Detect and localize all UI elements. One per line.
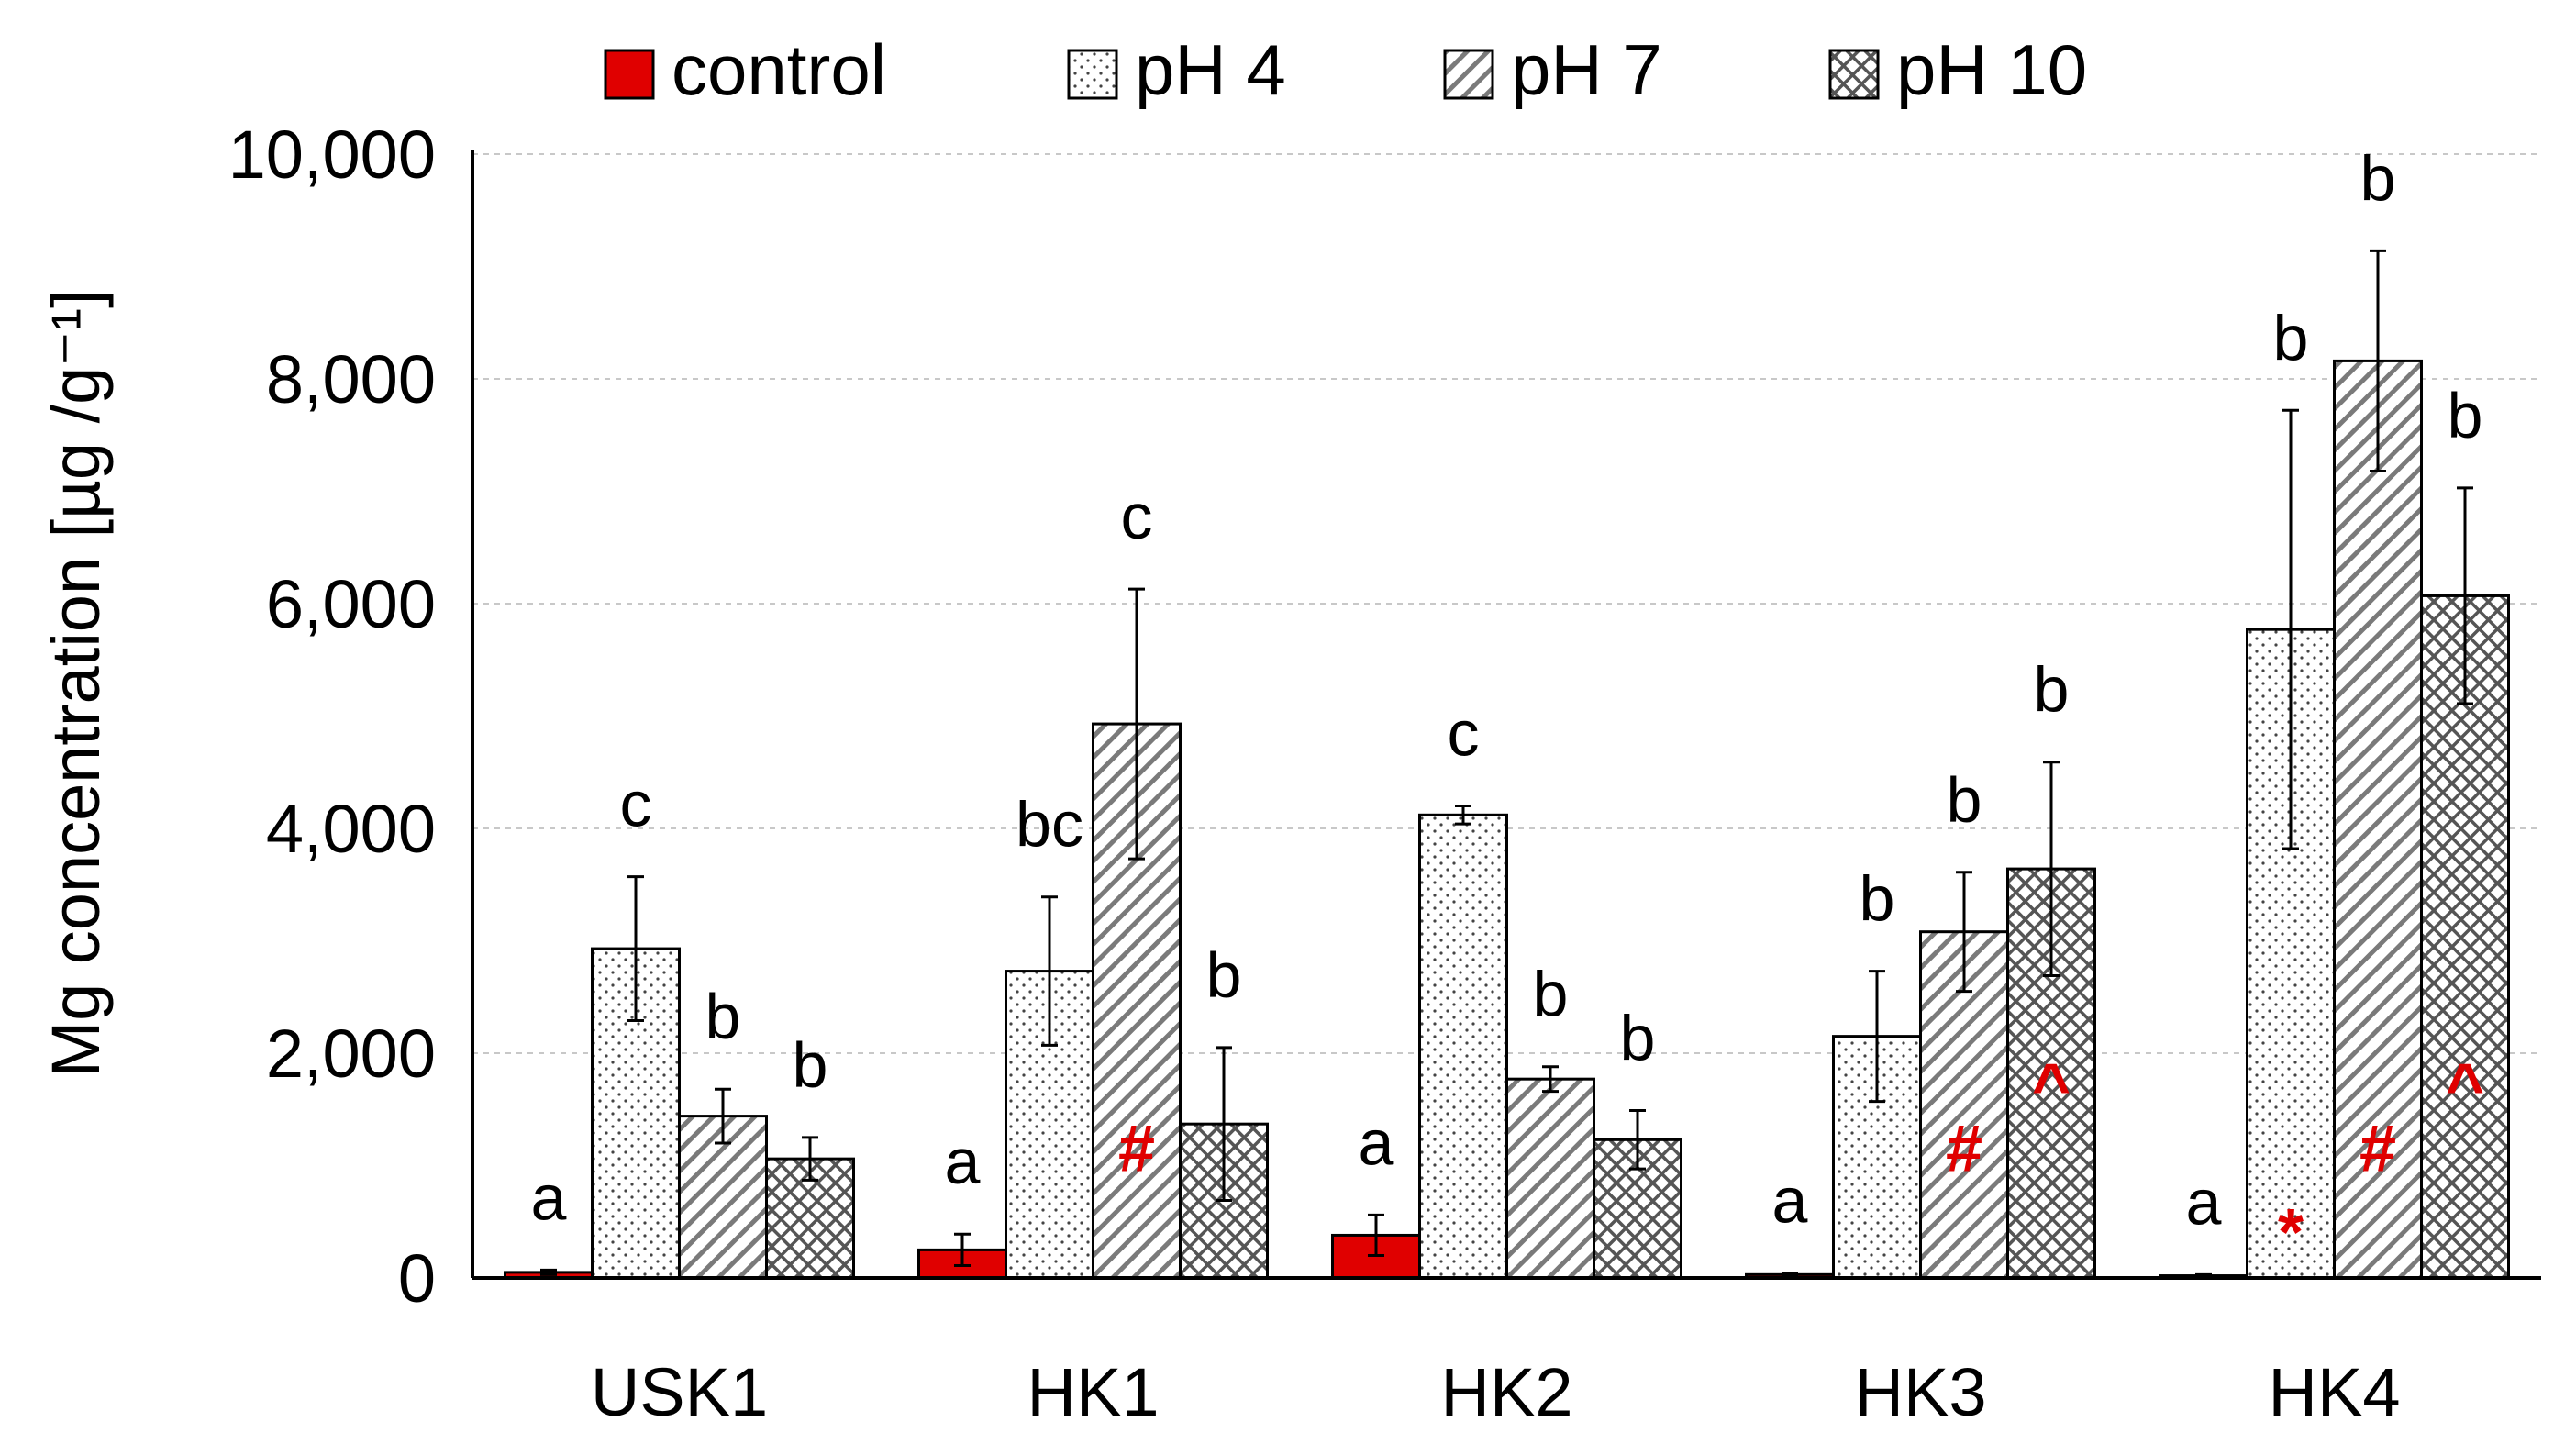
significance-letter: a [2186,1166,2222,1238]
significance-letter: b [2448,380,2483,451]
significance-marker: ^ [2446,1050,2484,1124]
x-category-label: USK1 [591,1354,768,1430]
significance-marker: # [1946,1113,1982,1186]
legend: control pH 4 pH 7 pH 10 [604,29,2087,110]
y-tick-labels: 0 2,000 4,000 6,000 8,000 10,000 [228,117,436,1316]
x-category-label: HK3 [1855,1354,1987,1430]
significance-letter: a [531,1161,567,1233]
significance-letter: b [2034,654,2070,726]
significance-marker: # [1118,1113,1155,1186]
legend-swatch [1067,49,1118,100]
y-tick-label: 10,000 [228,117,436,193]
significance-letter: b [1620,1002,1656,1073]
bars [504,359,2510,1280]
y-tick-label: 2,000 [266,1016,436,1092]
legend-label: control [672,29,886,110]
significance-letter: b [1860,863,1895,935]
legend-label: pH 10 [1896,29,2087,110]
significance-letter: c [620,769,652,840]
significance-letter: b [1206,939,1242,1011]
x-category-label: HK2 [1441,1354,1573,1430]
significance-marker: * [2278,1196,2304,1270]
significance-letter: b [2360,142,2396,214]
axes [471,150,2541,1280]
significance-letter: b [705,981,741,1052]
significance-markers: # # ^ * # ^ [1118,1050,2484,1270]
significance-letter: b [2273,302,2309,373]
legend-label: pH 4 [1135,29,1286,110]
bar-ph-7-hk2 [1505,1077,1595,1280]
legend-swatch [1443,49,1494,100]
y-axis-label: Mg concentration [µg /g⁻¹] [38,289,114,1077]
y-tick-label: 4,000 [266,791,436,867]
significance-letter: c [1448,698,1480,770]
bar-ph-7-hk4 [2333,359,2423,1280]
significance-letter: b [1533,959,1569,1030]
significance-marker: # [2359,1113,2396,1186]
significance-letter: b [793,1029,828,1101]
y-tick-label: 0 [398,1240,436,1316]
legend-swatch [604,49,655,100]
x-category-labels: USK1 HK1 HK2 HK3 HK4 [591,1354,2401,1430]
significance-marker: ^ [2032,1050,2071,1124]
significance-letter: a [1359,1106,1394,1178]
x-category-label: HK4 [2269,1354,2401,1430]
legend-label: pH 7 [1511,29,1662,110]
legend-swatch [1828,49,1880,100]
significance-letter: c [1121,481,1153,552]
significance-letter: b [1947,764,1982,836]
error-bars [540,249,2473,1279]
significance-letter: bc [1016,789,1083,861]
x-category-label: HK1 [1027,1354,1160,1430]
y-tick-label: 8,000 [266,341,436,417]
gridlines [472,153,2541,1054]
significance-letter: a [1772,1164,1808,1236]
significance-letter: a [945,1126,981,1197]
y-tick-label: 6,000 [266,566,436,642]
bar-ph-4-hk2 [1418,813,1508,1280]
